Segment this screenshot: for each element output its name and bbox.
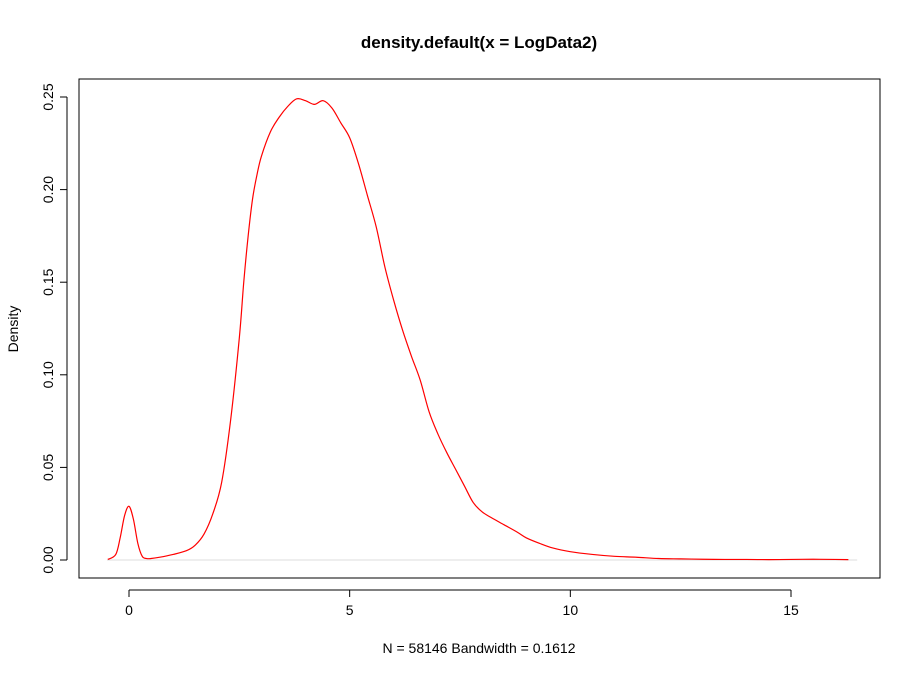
x-tick-label: 15 xyxy=(783,602,799,618)
y-tick-label: 0.05 xyxy=(40,454,56,481)
x-tick-label: 10 xyxy=(563,602,579,618)
plot-box xyxy=(78,78,881,579)
y-axis-label: Density xyxy=(5,306,21,353)
y-tick-label: 0.25 xyxy=(40,83,56,110)
y-tick-label: 0.10 xyxy=(40,361,56,388)
x-axis: 0 5 10 15 xyxy=(125,589,799,618)
y-tick-label: 0.00 xyxy=(40,546,56,573)
x-axis-label: N = 58146 Bandwidth = 0.1612 xyxy=(382,640,575,656)
y-tick-label: 0.20 xyxy=(40,176,56,203)
x-tick-label: 0 xyxy=(125,602,133,618)
chart-title: density.default(x = LogData2) xyxy=(361,33,597,52)
x-tick-label: 5 xyxy=(346,602,354,618)
density-curve xyxy=(107,98,849,561)
y-tick-label: 0.15 xyxy=(40,268,56,295)
y-axis: 0.00 0.05 0.10 0.15 0.20 0.25 xyxy=(40,83,68,574)
